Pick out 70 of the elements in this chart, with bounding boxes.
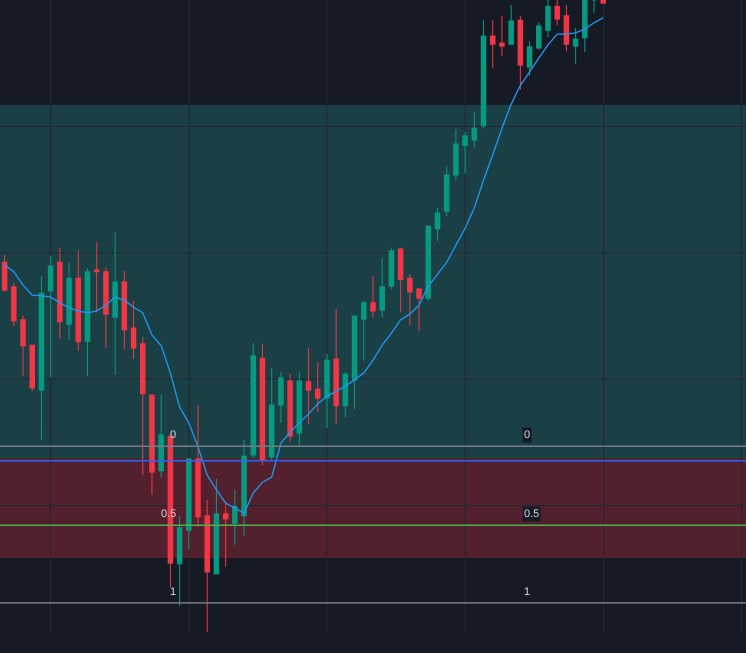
candlestick [232,489,238,546]
candlestick [186,458,192,550]
text: 1 [524,586,530,598]
text: 0.5 [524,508,540,520]
candlestick [84,267,90,377]
candlestick [582,0,588,52]
candlestick [2,254,8,292]
candlestick [103,266,109,349]
candlestick [324,353,330,428]
candlestick [176,515,182,607]
candlestick [526,40,532,76]
candlestick [333,308,339,425]
candlestick [222,501,228,568]
candlestick [352,316,358,410]
candlestick [94,242,100,313]
candlestick [306,348,312,425]
candlestick [554,0,560,26]
candlestick [600,0,606,4]
candlestick [518,15,524,90]
candlestick [499,15,505,57]
candlestick [112,231,118,376]
candlestick [426,224,432,302]
candlestick [76,250,82,352]
candlestick [48,255,54,378]
candlestick [250,342,256,459]
candlestick [260,343,266,466]
candlestick [130,300,136,360]
candlestick [591,0,597,14]
candlestick [287,374,293,442]
candlestick [564,4,570,52]
candlestick [38,276,44,440]
candlestick [490,20,496,69]
candlestick [444,166,450,217]
candlestick [158,394,164,478]
candlestick [214,478,220,574]
candlestick [388,247,394,290]
candlestick [11,282,17,327]
candlestick [407,274,413,326]
candlestick [453,128,459,181]
candlestick [278,372,284,424]
candlestick [20,316,26,377]
candlestick [416,288,422,332]
candlestick [66,262,72,341]
annotation: 1 [170,586,176,598]
candlestick [398,247,404,313]
candlestick [57,247,63,340]
candlestick [122,270,128,350]
candlestick [314,362,320,413]
candlestick [434,207,440,242]
candlestick [296,372,302,448]
candlestick [480,20,486,129]
candlestick [508,4,514,46]
candlestick [204,499,210,632]
candlestick [536,22,542,50]
candlestick [545,0,551,38]
text: 0 [524,429,530,441]
candlestick [472,111,478,148]
candlestick [462,132,468,174]
candlestick [140,336,146,476]
annotation: 0 [170,429,176,441]
candlestick [379,257,385,318]
candlestick [149,394,155,496]
candlestick [29,344,35,392]
candlestick [342,372,348,418]
candlestick [572,27,578,64]
candlestick [361,300,367,361]
candlestick [268,367,274,461]
candlestick [195,404,201,528]
candlestick [241,439,247,536]
candlestick [370,276,376,318]
